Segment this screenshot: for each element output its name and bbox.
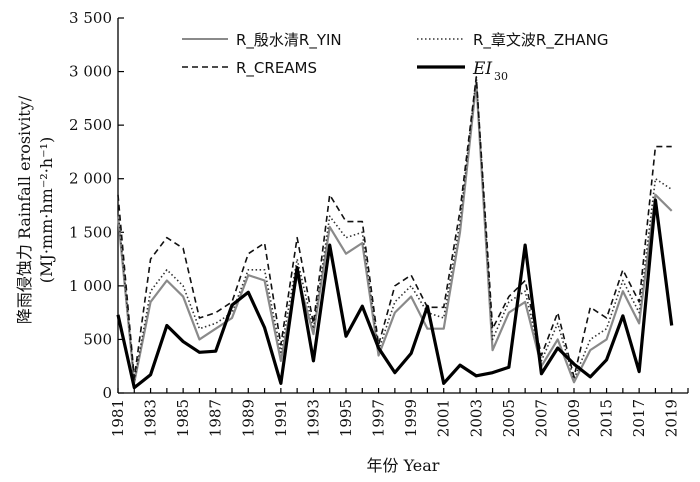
legend-label-ei30: EI (472, 59, 492, 79)
y-axis-title: 降雨侵蚀力 Rainfall erosivity/ (MJ·mm·hm⁻²·h⁻… (15, 95, 56, 324)
y-tick-label: 1 000 (69, 277, 112, 295)
y-axis-title-line1: 降雨侵蚀力 Rainfall erosivity/ (15, 95, 34, 324)
y-tick-label: 3 000 (69, 63, 112, 81)
y-axis-title-line2: (MJ·mm·hm⁻²·h⁻¹) (37, 137, 56, 283)
x-tick-label: 1997 (370, 399, 388, 437)
x-tick-label: 2003 (467, 399, 485, 437)
x-tick-label: 2005 (500, 399, 518, 437)
legend-label-yin: R_殷水清R_YIN (236, 31, 342, 50)
x-tick-label: 1991 (272, 399, 290, 437)
x-tick-label: 2015 (598, 399, 616, 437)
legend-label-creams: R_CREAMS (236, 59, 317, 78)
legend: R_殷水清R_YIN R_章文波R_ZHANG R_CREAMS EI 30 (182, 31, 609, 83)
x-tick-label: 2007 (532, 399, 550, 437)
y-tick-label: 2 000 (69, 170, 112, 188)
legend-label-zhang: R_章文波R_ZHANG (473, 31, 609, 50)
y-tick-label: 500 (83, 330, 112, 348)
legend-item-yin: R_殷水清R_YIN (182, 31, 342, 50)
legend-item-ei30: EI 30 (417, 59, 508, 83)
y-tick-label: 2 500 (69, 116, 112, 134)
x-tick-label: 2009 (565, 399, 583, 437)
x-tick-label: 2001 (435, 399, 453, 437)
y-tick-label: 3 500 (69, 9, 112, 27)
y-ticks: 0 500 1 000 1 500 2 000 2 500 3 000 3 500 (69, 9, 124, 402)
x-tick-label: 1985 (174, 399, 192, 437)
x-tick-label: 1983 (142, 399, 160, 437)
series-line-3 (116, 198, 674, 390)
x-ticks: 1981 1983 1985 1987 1989 1991 1993 1995 1997 1999… (109, 388, 689, 437)
x-tick-label: 1993 (304, 399, 322, 437)
series-line-1 (117, 76, 673, 383)
series-layer (116, 76, 674, 390)
series-line-2 (117, 76, 672, 379)
legend-item-creams: R_CREAMS (182, 59, 317, 78)
series-line-0 (116, 81, 673, 384)
x-tick-label: 1995 (337, 399, 355, 437)
legend-label-ei30-sub: 30 (494, 70, 508, 83)
x-axis-title: 年份 Year (367, 456, 440, 475)
x-tick-label: 2017 (630, 399, 648, 437)
x-tick-label: 1987 (207, 399, 225, 437)
y-tick-label: 1 500 (69, 223, 112, 241)
x-tick-label: 1989 (239, 399, 257, 437)
x-tick-label: 1999 (402, 399, 420, 437)
legend-item-zhang: R_章文波R_ZHANG (417, 31, 609, 50)
y-tick-label: 0 (102, 384, 112, 402)
x-tick-label: 1981 (109, 399, 127, 437)
x-tick-label: 2019 (663, 399, 681, 437)
